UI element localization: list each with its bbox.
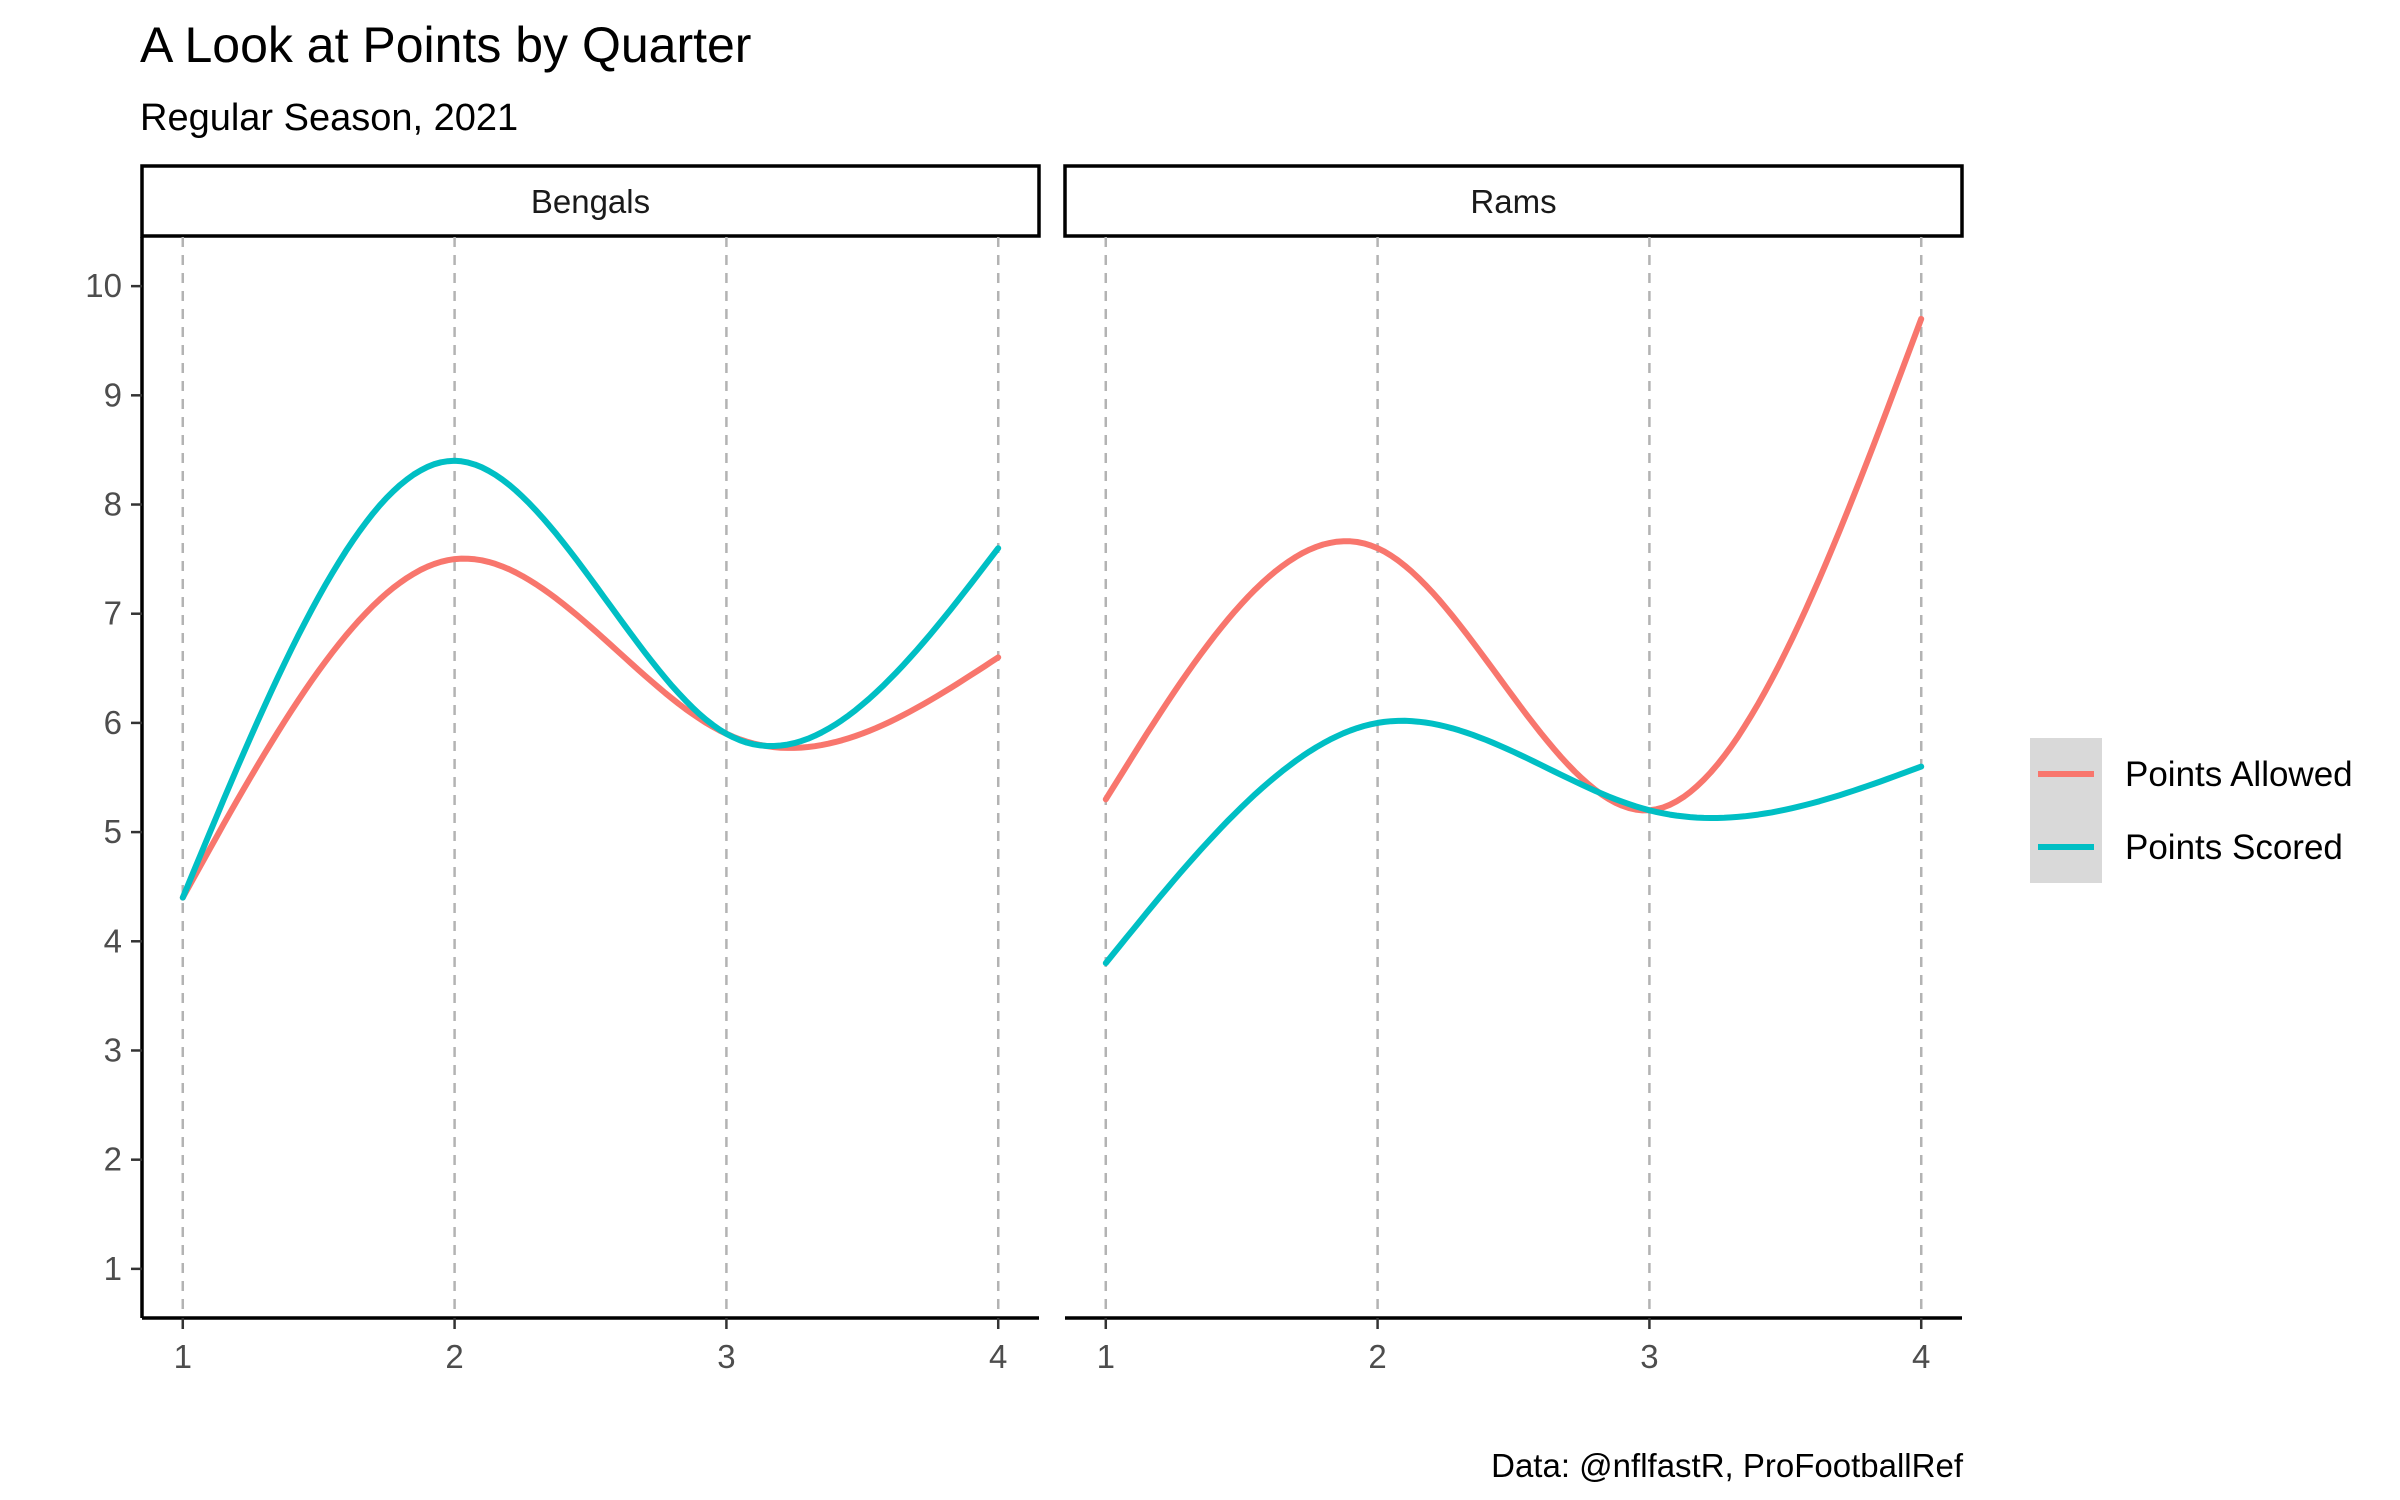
facet-strip-label: Rams [1470,183,1556,220]
chart-subtitle: Regular Season, 2021 [140,97,518,139]
legend-key-background [2030,738,2102,883]
y-axis: 1 2 3 4 5 6 7 8 9 10 [85,267,142,1287]
chart-title: A Look at Points by Quarter [140,17,751,73]
y-tick-label: 5 [104,813,122,850]
facet-panels: Bengals 1 2 3 4 Rams 1 2 3 4 [140,164,1964,1375]
legend-label: Points Allowed [2125,755,2353,794]
y-tick-label: 1 [104,1250,122,1287]
x-tick-label: 2 [1368,1338,1386,1375]
panel-rams: Rams 1 2 3 4 [1063,164,1964,1375]
chart-caption: Data: @nflfastR, ProFootballRef [1491,1447,1964,1484]
y-tick-label: 7 [104,595,122,632]
y-tick-label: 4 [104,922,122,959]
series-line-points-scored [1102,717,1925,967]
legend: Points Allowed Points Scored [2030,738,2353,883]
x-tick-label: 4 [989,1338,1007,1375]
x-tick-label: 1 [174,1338,192,1375]
series-line-points-scored [179,457,1002,901]
y-tick-label: 6 [104,704,122,741]
x-tick-label: 2 [445,1338,463,1375]
y-tick-label: 9 [104,376,122,413]
y-tick-label: 8 [104,486,122,523]
facet-strip [140,164,1041,238]
series-line-points-allowed [179,555,1002,901]
x-tick-label: 3 [1640,1338,1658,1375]
legend-label: Points Scored [2125,828,2343,867]
facet-strip-label: Bengals [531,183,650,220]
x-tick-label: 4 [1912,1338,1930,1375]
x-tick-label: 3 [717,1338,735,1375]
y-tick-label: 3 [104,1031,122,1068]
y-tick-label: 10 [85,267,122,304]
series-line-points-allowed [1102,315,1925,814]
facet-strip [1063,164,1964,238]
x-tick-label: 1 [1097,1338,1115,1375]
panel-bengals: Bengals 1 2 3 4 [140,164,1041,1375]
y-tick-label: 2 [104,1141,122,1178]
